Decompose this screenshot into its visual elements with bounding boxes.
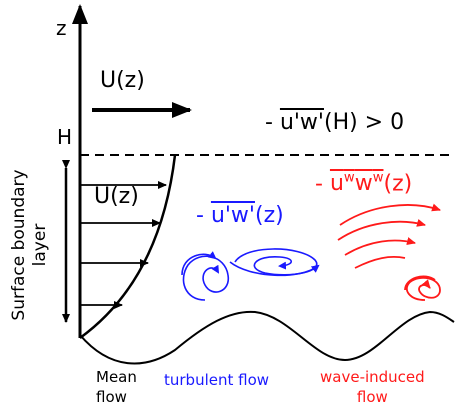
profile-label: U(z): [94, 184, 139, 209]
suffix: (H) > 0: [323, 110, 405, 135]
overlined: u'w': [279, 110, 324, 135]
prefix: -: [265, 110, 280, 135]
base: w: [354, 171, 373, 197]
line: flow: [96, 387, 127, 406]
height-label: H: [57, 125, 73, 149]
profile-arrows: [80, 181, 167, 309]
wave-surface: [79, 310, 455, 365]
line: wave-induced: [320, 368, 425, 386]
wave-caption: wave-induced flow: [320, 368, 425, 407]
boundary-layer-label: Surface boundary layer: [9, 169, 52, 320]
wave-stress: - uwww(z): [315, 172, 412, 195]
z-label: z: [56, 16, 67, 40]
line: layer: [30, 223, 50, 267]
line: Mean: [96, 368, 137, 386]
turbulent-caption: turbulent flow: [164, 371, 270, 389]
turbulent-eddies: [181, 248, 320, 301]
prefix: -: [315, 171, 330, 197]
suffix: (z): [383, 171, 413, 197]
sup: w: [372, 171, 384, 186]
mean-flow-label: U(z): [100, 68, 145, 93]
suffix: (z): [254, 203, 284, 228]
velocity-profile: [79, 154, 177, 340]
mean-caption: Mean flow: [96, 368, 137, 407]
sup: w: [343, 171, 355, 186]
stress-at-h: - u'w'(H) > 0: [265, 112, 404, 134]
base: u: [329, 171, 344, 197]
overlined: uwww: [330, 171, 384, 196]
overlined: u'w': [210, 203, 255, 228]
line: flow: [356, 387, 388, 406]
line: Surface boundary: [8, 169, 29, 321]
wave-induced-flow: [337, 203, 441, 301]
turbulent-stress: - u'w'(z): [196, 205, 284, 227]
prefix: -: [196, 203, 211, 228]
